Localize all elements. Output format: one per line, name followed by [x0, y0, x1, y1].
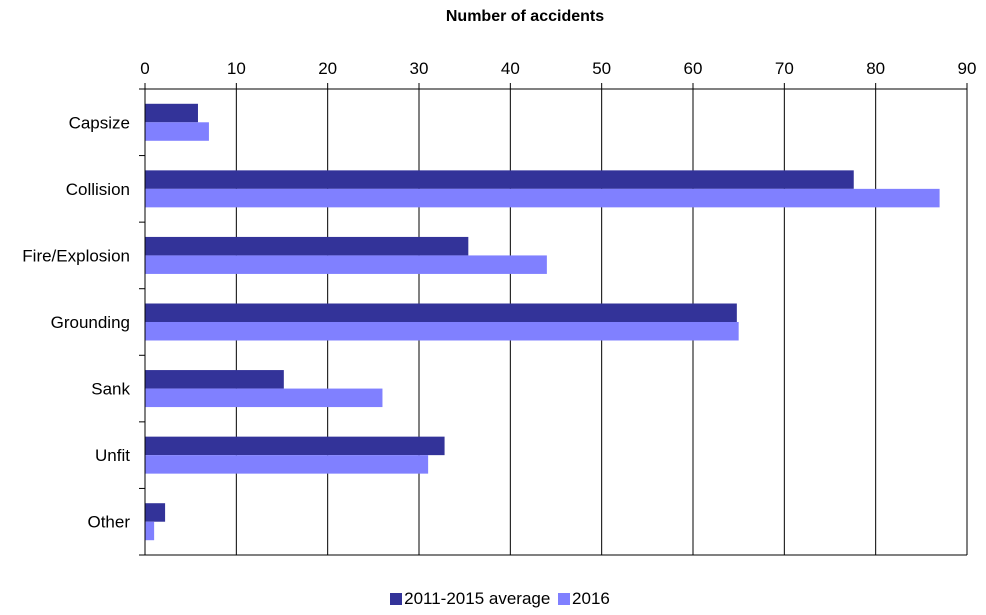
- legend-item-series-2: 2016: [558, 589, 610, 609]
- bar-unfit-series-2: [145, 455, 429, 474]
- axis-layer: [139, 83, 968, 556]
- x-tick-label-50: 50: [592, 59, 611, 78]
- bar-unfit-series-1: [145, 436, 445, 456]
- y-tick-label-fire-explosion: Fire/Explosion: [22, 246, 130, 265]
- legend-label-series-1: 2011-2015 average: [404, 589, 551, 608]
- y-tick-label-other: Other: [87, 513, 130, 532]
- chart-title: Number of accidents: [445, 8, 605, 25]
- legend-label-series-2: 2016: [572, 589, 610, 608]
- bar-collision-series-2: [145, 188, 940, 208]
- y-tick-label-sank: Sank: [91, 380, 130, 399]
- legend-item-series-1: 2011-2015 average: [390, 589, 550, 609]
- bar-sank-series-1: [145, 370, 284, 389]
- x-tick-label-80: 80: [866, 59, 885, 78]
- x-tick-label-20: 20: [318, 59, 337, 78]
- y-tick-label-unfit: Unfit: [95, 446, 130, 465]
- bar-capsize-series-2: [145, 122, 209, 141]
- legend: 2011-2015 average 2016: [0, 589, 986, 610]
- bar-other-series-2: [145, 521, 155, 541]
- y-tick-label-grounding: Grounding: [51, 313, 130, 332]
- bar-fire-explosion-series-2: [145, 255, 547, 274]
- bar-fire-explosion-series-1: [145, 236, 469, 256]
- bar-grounding-series-1: [145, 303, 737, 322]
- x-tick-label-10: 10: [227, 59, 246, 78]
- x-tick-label-60: 60: [684, 59, 703, 78]
- x-tick-label-70: 70: [775, 59, 794, 78]
- bar-capsize-series-1: [145, 103, 198, 123]
- bar-layer: [145, 103, 940, 541]
- label-layer: 0 10 20 30 40 50 60 70 80 90 Capsize Collision Fire/…: [22, 59, 976, 532]
- bar-grounding-series-2: [145, 322, 739, 341]
- x-tick-label-30: 30: [410, 59, 429, 78]
- x-tick-label-40: 40: [501, 59, 520, 78]
- legend-swatch-series-1: [390, 593, 403, 605]
- y-tick-label-capsize: Capsize: [69, 113, 130, 132]
- x-tick-label-0: 0: [140, 59, 149, 78]
- bar-sank-series-2: [145, 388, 383, 408]
- x-tick-label-90: 90: [958, 59, 977, 78]
- y-tick-label-collision: Collision: [66, 180, 130, 199]
- bar-other-series-1: [145, 503, 166, 522]
- bar-collision-series-1: [145, 170, 854, 189]
- legend-swatch-series-2: [558, 593, 571, 605]
